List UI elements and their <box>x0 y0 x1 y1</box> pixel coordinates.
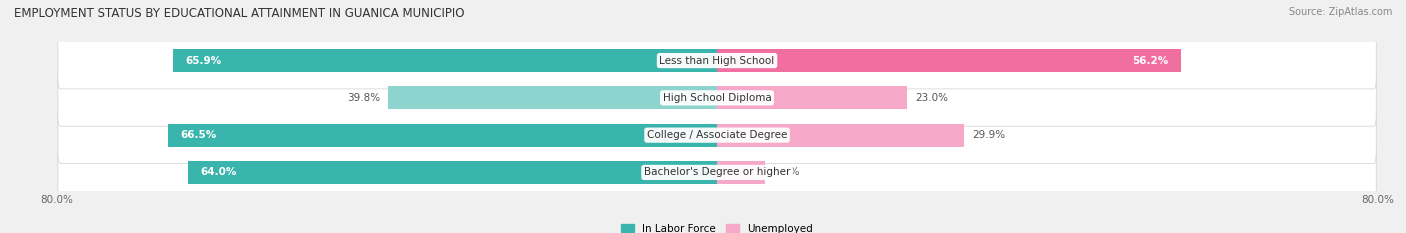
Text: 64.0%: 64.0% <box>201 168 238 177</box>
Bar <box>717 49 1181 72</box>
Bar <box>388 86 717 110</box>
Legend: In Labor Force, Unemployed: In Labor Force, Unemployed <box>621 224 813 233</box>
Text: 65.9%: 65.9% <box>186 56 221 65</box>
Text: Bachelor's Degree or higher: Bachelor's Degree or higher <box>644 168 790 177</box>
Text: 23.0%: 23.0% <box>915 93 948 103</box>
FancyBboxPatch shape <box>58 69 1376 126</box>
Text: EMPLOYMENT STATUS BY EDUCATIONAL ATTAINMENT IN GUANICA MUNICIPIO: EMPLOYMENT STATUS BY EDUCATIONAL ATTAINM… <box>14 7 464 20</box>
Text: High School Diploma: High School Diploma <box>662 93 772 103</box>
Text: Less than High School: Less than High School <box>659 56 775 65</box>
Text: 29.9%: 29.9% <box>973 130 1005 140</box>
Bar <box>717 161 765 184</box>
Text: College / Associate Degree: College / Associate Degree <box>647 130 787 140</box>
FancyBboxPatch shape <box>58 107 1376 164</box>
FancyBboxPatch shape <box>58 32 1376 89</box>
Bar <box>167 123 717 147</box>
Text: 56.2%: 56.2% <box>1133 56 1168 65</box>
FancyBboxPatch shape <box>58 144 1376 201</box>
Bar <box>717 123 965 147</box>
Bar <box>173 49 717 72</box>
Text: 39.8%: 39.8% <box>347 93 380 103</box>
Text: 5.8%: 5.8% <box>773 168 800 177</box>
Bar <box>188 161 717 184</box>
Bar <box>717 86 907 110</box>
Text: 66.5%: 66.5% <box>180 130 217 140</box>
Text: Source: ZipAtlas.com: Source: ZipAtlas.com <box>1288 7 1392 17</box>
